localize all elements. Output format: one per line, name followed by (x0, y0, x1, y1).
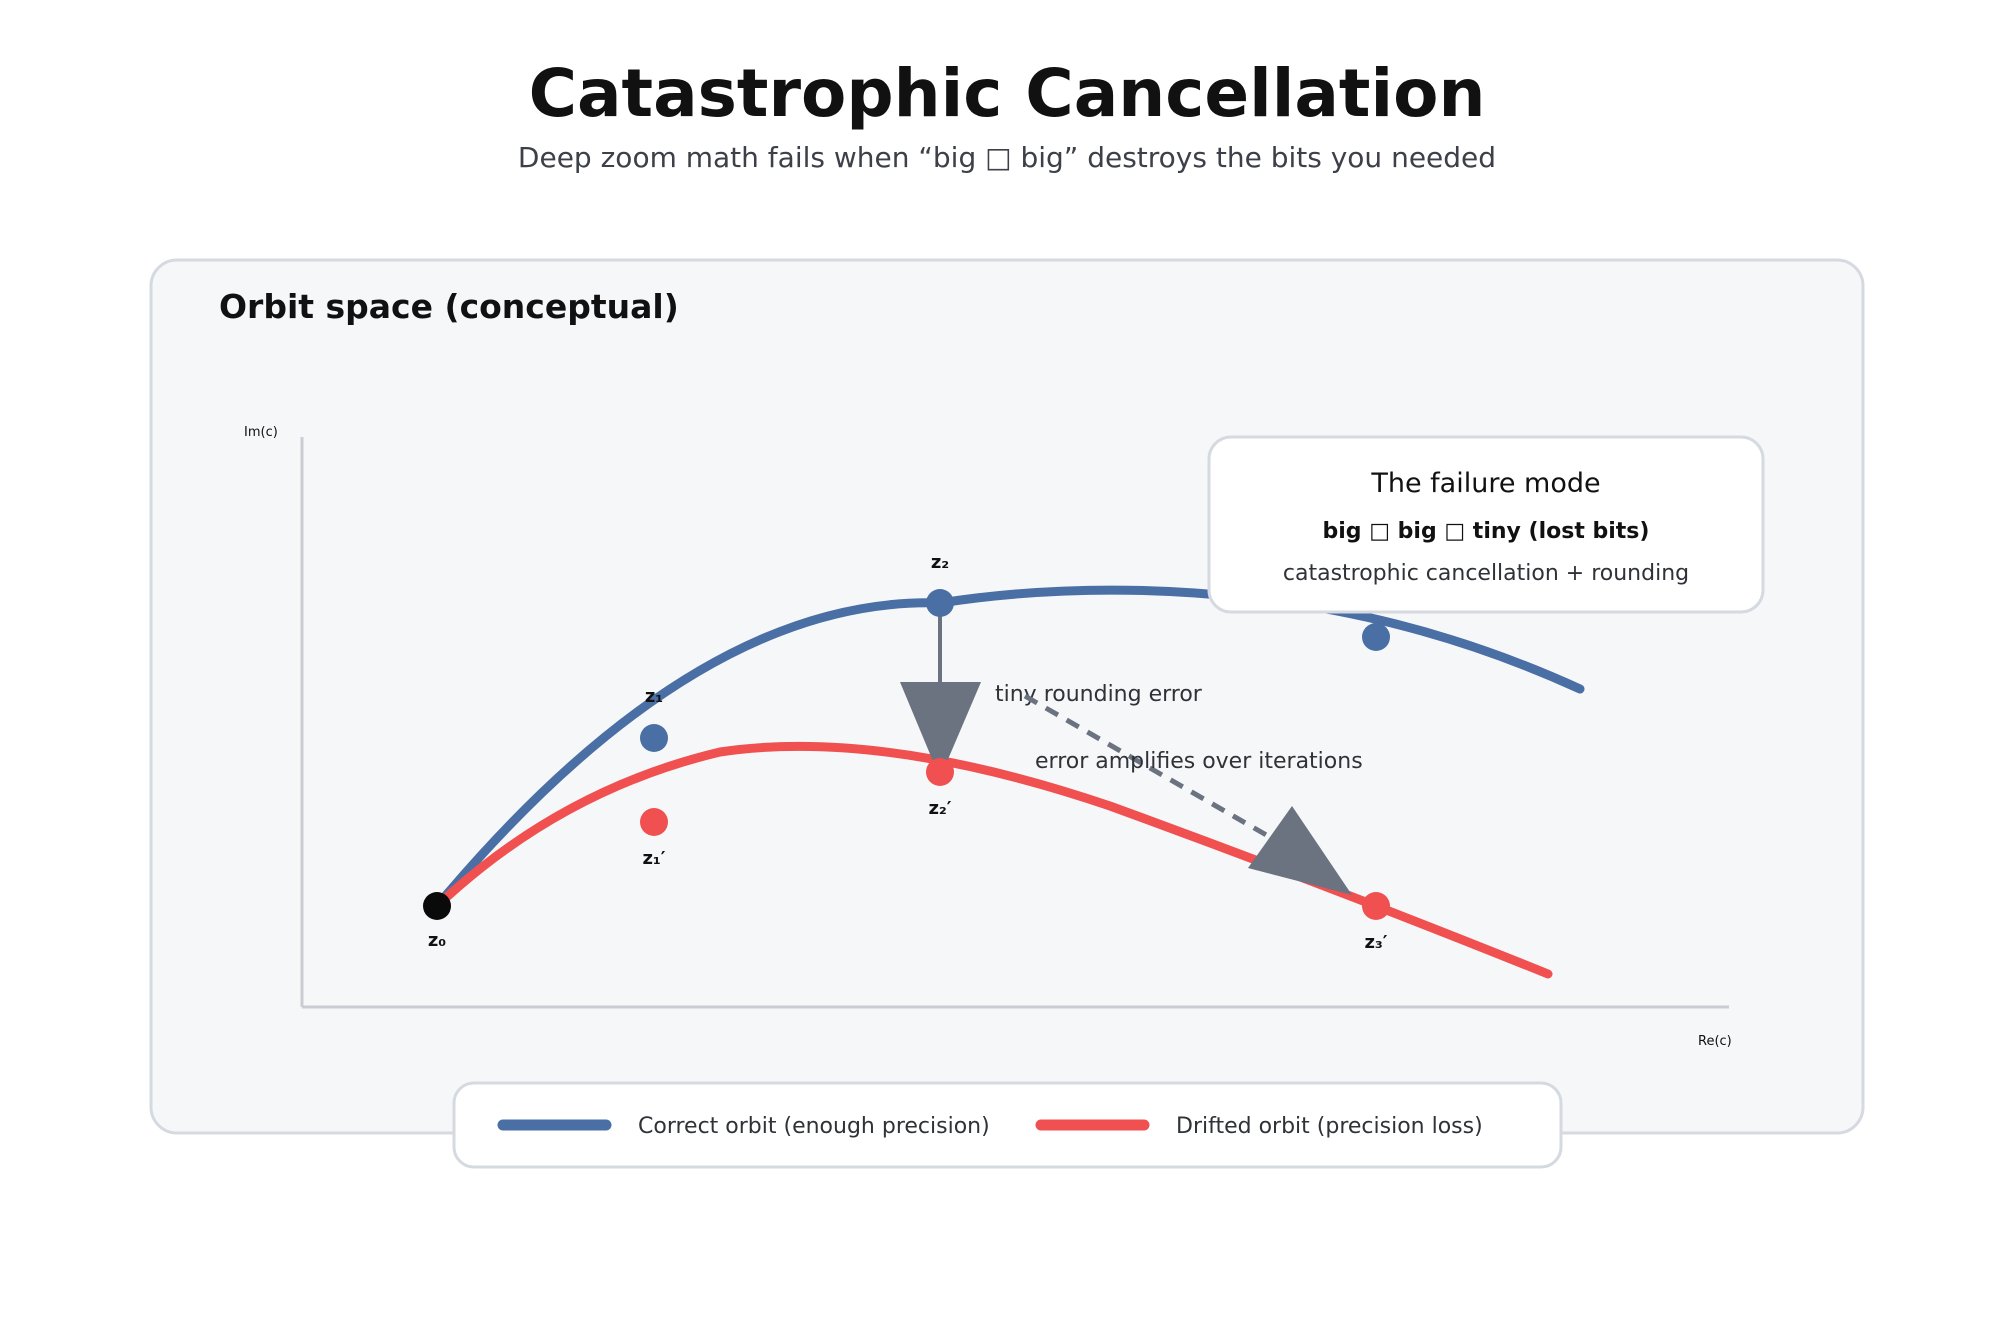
point-z3-drift (1362, 892, 1390, 920)
legend-box (452, 1081, 1563, 1169)
drifted-orbit-curve (432, 741, 1553, 979)
point-z2-drift-label: z₂′ (928, 798, 951, 819)
y-axis-label: Im(c) (244, 425, 278, 440)
correct-orbit-curve (432, 585, 1585, 911)
point-z1 (640, 724, 668, 752)
point-z3-drift-label: z₃′ (1364, 932, 1387, 953)
point-z0-label: z₀ (428, 930, 446, 951)
page-subtitle: Deep zoom math fails when “big □ big” de… (518, 141, 1496, 174)
amplify-annotation: error amplifies over iterations (1035, 749, 1363, 774)
legend-drifted-label: Drifted orbit (precision loss) (1176, 1114, 1483, 1139)
point-z1-drift (640, 808, 668, 836)
point-z3 (1362, 623, 1390, 651)
panel-title: Orbit space (conceptual) (219, 287, 679, 326)
point-z1-drift-label: z₁′ (642, 848, 665, 869)
failure-mode-callout (1207, 435, 1765, 614)
page-title: Catastrophic Cancellation (529, 55, 1486, 132)
point-z0 (423, 892, 451, 920)
rounding-annotation: tiny rounding error (995, 682, 1203, 707)
callout-detail: catastrophic cancellation + rounding (1283, 561, 1689, 586)
point-z2 (926, 589, 954, 617)
x-axis-label: Re(c) (1698, 1034, 1732, 1049)
rounding-arrow-head (900, 682, 981, 778)
callout-title: The failure mode (1370, 468, 1600, 499)
amplify-arrow-shaft (1023, 693, 1277, 843)
legend-correct-label: Correct orbit (enough precision) (638, 1114, 990, 1139)
point-z2-drift (926, 758, 954, 786)
amplify-arrow-head (1248, 806, 1352, 895)
point-z1-label: z₁ (645, 686, 663, 707)
point-z2-label: z₂ (931, 552, 949, 573)
callout-formula: big □ big □ tiny (lost bits) (1323, 519, 1650, 544)
